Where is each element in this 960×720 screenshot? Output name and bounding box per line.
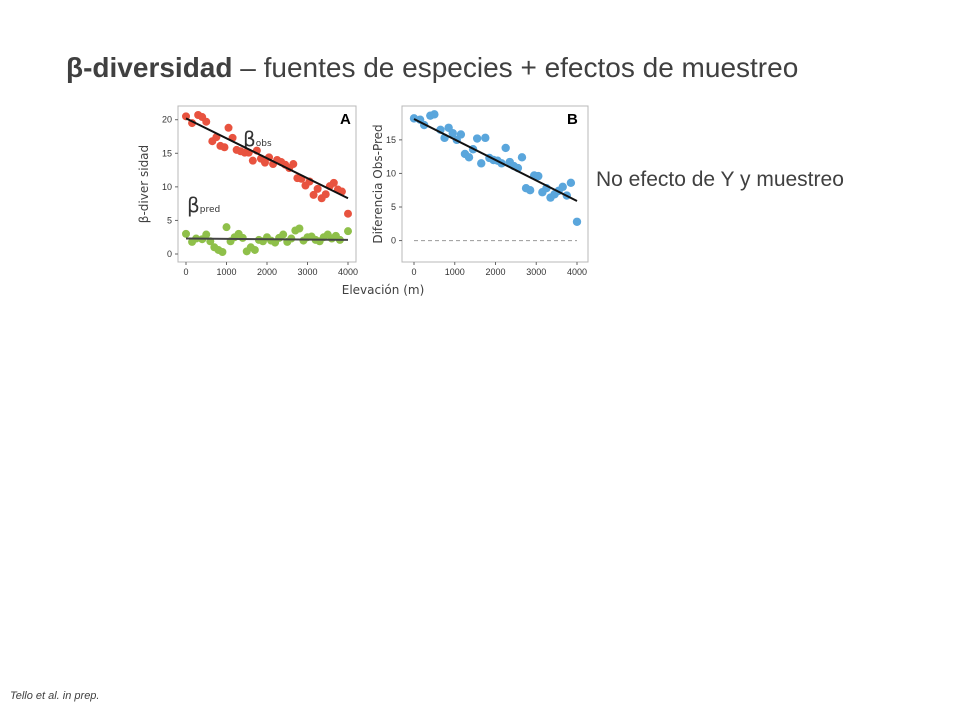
panel-b-series0-point xyxy=(517,153,527,162)
panel-a-series1-point xyxy=(182,229,190,238)
panel-a-series1-point xyxy=(218,247,227,256)
panel-a-series1-fit-line xyxy=(185,237,349,241)
panel-b-series0-point xyxy=(534,171,543,181)
panel-b: B Diferencia Obs-Pred 0 1000 2000 3000 4000 0… xyxy=(371,105,589,277)
panel-a-series1-point xyxy=(250,245,259,254)
panel-a-series1-point xyxy=(238,233,247,242)
panel-b-xtick-label: 3000 xyxy=(526,267,546,277)
panel-a-series0-point xyxy=(344,209,352,218)
panel-b-ytick-label: 15 xyxy=(386,135,396,145)
panel-b-series0-point xyxy=(456,130,466,139)
panel-b-series0-point xyxy=(472,134,482,143)
panel-b-series0-fit-line xyxy=(413,118,578,202)
panel-b-series0-point xyxy=(448,128,457,138)
beta-obs-label: βobs xyxy=(243,127,272,151)
panel-a-series0-point xyxy=(224,123,233,132)
panel-b-series0-point xyxy=(430,110,439,119)
panel-a-ytick-label: 10 xyxy=(162,182,172,192)
panel-b-series0-point xyxy=(572,217,582,226)
panel-b-frame xyxy=(401,105,589,263)
panel-a-series0-point xyxy=(313,184,322,193)
panel-a-series0-point xyxy=(202,117,211,126)
panel-a-series0-point xyxy=(220,143,229,152)
panel-a-ytick-label: 5 xyxy=(167,215,172,225)
citation: Tello et al. in prep. xyxy=(10,690,100,702)
panel-b-series0-point xyxy=(558,182,567,192)
slide-title: β-diversidad – fuentes de especies + efe… xyxy=(66,52,798,84)
panel-a-ytick-label: 15 xyxy=(162,148,172,158)
panel-a-series0-fit-line xyxy=(185,117,349,200)
panel-b-ylabel: Diferencia Obs-Pred xyxy=(371,124,385,243)
panel-b-series0-point xyxy=(566,178,576,188)
panel-b-xtick-label: 2000 xyxy=(485,267,505,277)
panel-a-series0-point xyxy=(309,190,318,199)
panel-b-xtick-label: 1000 xyxy=(445,267,465,277)
panel-b-ytick-label: 10 xyxy=(386,168,396,178)
panel-a-ytick-label: 0 xyxy=(167,249,172,259)
panel-a-xtick-label: 2000 xyxy=(257,267,277,277)
panel-b-xtick-label: 0 xyxy=(411,267,416,277)
slide-title-rest: – fuentes de especies + efectos de muest… xyxy=(232,52,799,83)
panel-a-ylabel: β-diver sidad xyxy=(137,145,151,223)
panel-a-xtick-label: 3000 xyxy=(297,267,317,277)
panel-a-xtick-label: 4000 xyxy=(338,267,358,277)
panel-b-ytick-label: 5 xyxy=(391,202,396,212)
panel-a-series0-point xyxy=(321,190,330,199)
panel-a-letter: A xyxy=(340,111,351,128)
beta-pred-subscript: pred xyxy=(200,205,220,215)
beta-pred-label: βpred xyxy=(187,193,220,217)
panel-b-series0-point xyxy=(525,186,535,195)
beta-obs-symbol: β xyxy=(243,127,256,151)
panel-b-series0-point xyxy=(464,153,474,162)
panel-a-series0-point xyxy=(248,156,257,165)
panel-a-series1-point xyxy=(279,230,288,239)
panel-a-xtick-label: 1000 xyxy=(216,267,236,277)
panel-b-series0-point xyxy=(501,143,510,153)
panel-b-letter: B xyxy=(567,111,578,128)
conclusion-note: No efecto de Y y muestreo xyxy=(596,168,844,191)
beta-obs-subscript: obs xyxy=(256,139,272,149)
panel-a-ytick-label: 20 xyxy=(162,115,172,125)
panel-b-series0-point xyxy=(481,133,490,143)
panel-a-series1-point xyxy=(295,224,304,233)
x-axis-label: Elevación (m) xyxy=(342,283,425,297)
panel-a-series0-point xyxy=(329,178,338,187)
panel-a-series1-point xyxy=(344,227,352,236)
panel-b-ytick-label: 0 xyxy=(391,236,396,246)
panel-a-xtick-label: 0 xyxy=(183,267,188,277)
panel-a-series1-point xyxy=(222,223,231,232)
panel-a-series0-point xyxy=(289,160,298,169)
panel-a: A β-diver sidad βobs βpred 0 1000 2000 3000… xyxy=(137,105,358,277)
beta-pred-symbol: β xyxy=(187,193,200,217)
slide-title-bold: β-diversidad xyxy=(66,52,233,83)
panel-a-series1-point xyxy=(202,230,211,239)
panel-b-xtick-label: 4000 xyxy=(567,267,587,277)
panel-b-series0-point xyxy=(477,159,486,168)
